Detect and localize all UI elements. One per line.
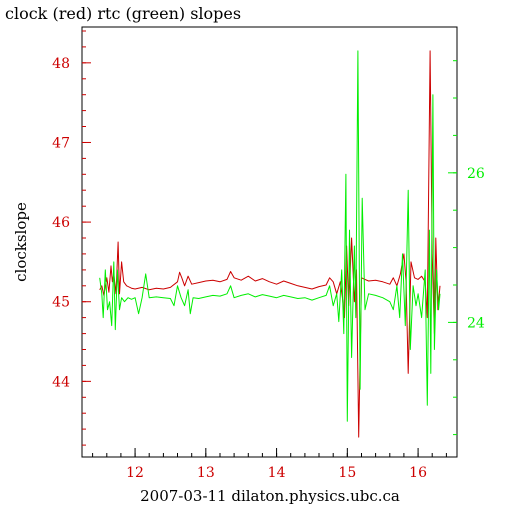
- chart-title: clock (red) rtc (green) slopes: [5, 4, 241, 23]
- x-axis: 12 13 14 15 16: [126, 448, 427, 481]
- series-layer: [99, 50, 441, 438]
- x-tick-label: 14: [268, 465, 286, 481]
- y-tick-label: 48: [52, 56, 70, 72]
- y-axis-right: 24 26: [448, 166, 485, 331]
- y2-tick-label: 26: [467, 166, 485, 182]
- y-tick-label: 46: [52, 215, 70, 231]
- y-tick-label: 47: [52, 135, 70, 151]
- series-line-rtc: [99, 50, 441, 422]
- y-axis-left: 44 45 46 47 48: [52, 56, 91, 390]
- x-axis-label: 2007-03-11 dilaton.physics.ubc.ca: [140, 487, 400, 505]
- x-tick-label: 13: [197, 465, 215, 481]
- x-tick-label: 12: [126, 465, 144, 481]
- y-tick-label: 44: [52, 374, 70, 390]
- y-axis-label: clockslope: [12, 202, 30, 282]
- x-tick-label: 15: [338, 465, 356, 481]
- y2-tick-label: 24: [467, 315, 485, 331]
- y-tick-label: 45: [52, 295, 70, 311]
- x-tick-label: 16: [409, 465, 427, 481]
- series-line-clock: [99, 50, 441, 438]
- plot-frame: [81, 26, 458, 458]
